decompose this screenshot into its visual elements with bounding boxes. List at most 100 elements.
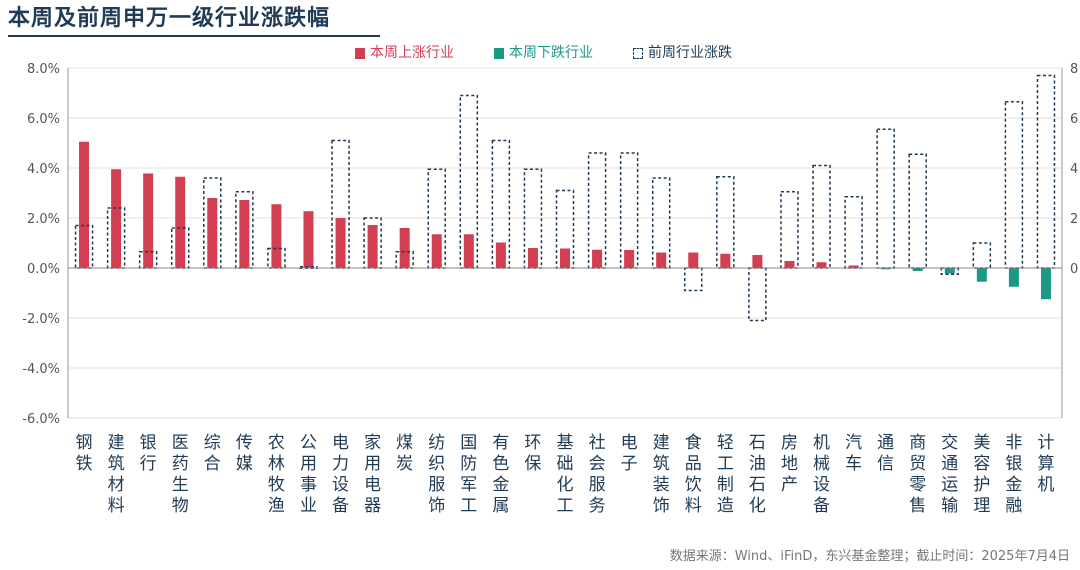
legend-swatch-prev	[633, 47, 643, 59]
x-category-label: 综合	[204, 433, 221, 474]
legend-item-up: 本周上涨行业	[355, 44, 454, 62]
bar-prev	[331, 139, 350, 269]
x-category-label: 美容护理	[973, 433, 990, 516]
x-category-label: 计算机	[1037, 433, 1054, 495]
y-tick-label-left: 4.0%	[27, 162, 60, 177]
bar-up	[143, 173, 154, 268]
x-category-label: 社会服务	[589, 433, 606, 516]
bar-prev	[684, 267, 703, 292]
x-category-label: 汽车	[845, 433, 862, 474]
y-tick-label-right: 6	[1070, 112, 1078, 127]
x-category-label: 商贸零售	[909, 433, 926, 516]
x-category-label: 环保	[524, 433, 541, 474]
legend-item-down: 本周下跌行业	[494, 44, 593, 62]
bar-up	[752, 255, 763, 268]
x-category-label: 电力设备	[332, 433, 349, 516]
x-category-label: 基础化工	[557, 433, 574, 516]
x-category-label: 家用电器	[364, 433, 381, 516]
y-tick-label-left: 0.0%	[27, 262, 60, 277]
x-category-label: 通信	[877, 433, 894, 474]
bar-up	[688, 252, 699, 268]
bar-up	[431, 234, 442, 268]
x-category-label: 建筑材料	[108, 433, 125, 516]
bar-prev	[812, 164, 831, 269]
y-tick-label-left: 8.0%	[27, 62, 60, 77]
bar-prev	[780, 191, 799, 269]
bar-down	[976, 268, 987, 282]
x-category-label: 传媒	[236, 433, 253, 474]
bar-prev	[395, 251, 414, 269]
title-underline	[8, 35, 380, 37]
x-category-label: 石油石化	[749, 433, 766, 516]
bar-prev	[170, 227, 190, 269]
bar-up	[303, 211, 314, 268]
y-tick-label-left: 6.0%	[27, 112, 60, 127]
x-category-label: 电子	[621, 433, 638, 474]
bar-up	[79, 141, 90, 268]
bar-up	[207, 198, 218, 268]
x-category-label: 房地产	[781, 433, 798, 495]
x-category-label: 纺织服饰	[428, 433, 445, 516]
bar-prev	[523, 168, 543, 269]
bar-prev	[491, 139, 511, 269]
x-category-label: 交通运输	[941, 433, 958, 516]
x-category-label: 食品饮料	[685, 433, 702, 516]
legend-swatch-up	[355, 47, 365, 59]
bar-up	[560, 248, 570, 268]
bar-down	[944, 268, 955, 274]
bar-up	[367, 225, 378, 268]
x-category-label: 建筑装饰	[653, 433, 670, 516]
x-category-label: 非银金融	[1005, 433, 1022, 516]
y-tick-label-right: 8	[1070, 62, 1078, 77]
bar-prev	[138, 251, 158, 269]
x-category-label: 轻工制造	[717, 433, 734, 516]
bar-prev	[844, 196, 863, 269]
bar-up	[848, 265, 859, 268]
bar-prev	[876, 128, 895, 269]
legend-label-down: 本周下跌行业	[509, 45, 593, 61]
bar-prev	[1036, 74, 1056, 269]
bar-up	[271, 204, 282, 268]
bar-up	[239, 200, 250, 268]
bar-down	[1040, 268, 1051, 300]
y-tick-label-right: 4	[1070, 162, 1078, 177]
y-tick-label-left: -4.0%	[22, 362, 60, 377]
x-category-label: 公用事业	[300, 433, 317, 516]
bar-up	[624, 250, 635, 268]
legend-item-prev: 前周行业涨跌	[633, 44, 732, 62]
bar-up	[399, 228, 410, 268]
bar-prev	[748, 267, 767, 322]
y-tick-label-left: 2.0%	[27, 212, 60, 227]
chart-legend: 本周上涨行业 本周下跌行业 前周行业涨跌	[355, 44, 732, 62]
legend-swatch-down	[494, 47, 504, 59]
x-category-label: 钢铁	[76, 433, 93, 474]
bar-prev	[1004, 101, 1024, 269]
bar-up	[175, 176, 186, 268]
x-category-label: 银行	[140, 433, 157, 474]
legend-label-prev: 前周行业涨跌	[648, 45, 732, 61]
bar-down	[1008, 268, 1019, 287]
x-category-label: 机械设备	[813, 433, 830, 516]
bar-up	[784, 261, 795, 268]
bar-up	[816, 262, 827, 268]
bar-prev	[427, 168, 446, 269]
bar-up	[111, 169, 122, 268]
bar-chart: 8.0% 6.0% 4.0% 2.0% 0.0% -2.0% -4.0% -6.0% 8 6 4 2 0…	[22, 62, 1078, 516]
bar-up	[592, 249, 603, 268]
legend-label-up: 本周上涨行业	[370, 45, 454, 61]
bar-up	[495, 242, 506, 268]
source-note: 数据来源：Wind、iFinD，东兴基金整理；截止时间：2025年7月4日	[669, 549, 1070, 564]
x-category-label: 有色金属	[492, 433, 509, 516]
x-category-label: 医药生物	[172, 433, 189, 516]
y-tick-label-right: 0	[1070, 262, 1078, 277]
bar-up	[335, 218, 346, 268]
bar-up	[656, 252, 667, 268]
bar-up	[720, 253, 731, 268]
y-tick-label-left: -6.0%	[22, 412, 60, 427]
bar-prev	[363, 217, 382, 269]
chart-title: 本周及前周申万一级行业涨跌幅	[8, 6, 331, 31]
bar-prev	[972, 242, 992, 269]
x-category-label: 煤炭	[396, 433, 413, 474]
bar-down	[880, 268, 891, 270]
x-category-label: 国防军工	[460, 433, 477, 516]
